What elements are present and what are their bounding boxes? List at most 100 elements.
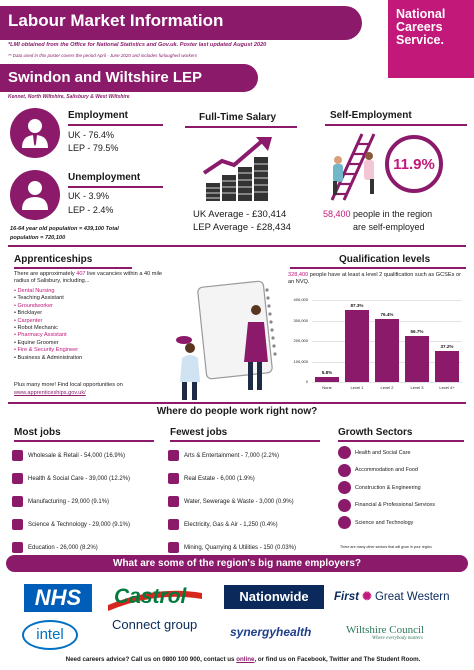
apprenticeship-item: • Carpenter (14, 317, 43, 324)
chart-value-label: 5.8% (321, 370, 333, 376)
most-jobs-item: Science & Technology - 29,000 (9.1%) (12, 513, 162, 536)
growth-sector-item-icon (338, 498, 351, 512)
fewest-jobs-item-label: Water, Sewerage & Waste - 3,000 (0.9%) (184, 498, 294, 505)
fewest-jobs-item: Electricity, Gas & Air - 1,250 (0.4%) (168, 513, 328, 536)
chart-bar (374, 319, 400, 382)
chart-bar (314, 377, 340, 382)
most-jobs-item-icon (12, 542, 23, 553)
footer-prefix: Need careers advice? Call us on 0800 100… (65, 656, 235, 663)
unemployment-icon (10, 170, 60, 220)
fewest-jobs-item-icon (168, 473, 179, 484)
population-line1: 16-64 year old population = 439,100 Tota… (10, 226, 119, 232)
growth-sector-item: Science and Technology (338, 514, 468, 532)
gwr-text: Great Western (374, 591, 450, 603)
region-title: Swindon and Wiltshire LEP (8, 69, 203, 86)
growth-sector-item-label: Construction & Engineering (355, 484, 421, 491)
fewest-jobs-item-icon (168, 519, 179, 530)
coins-growth-icon (200, 135, 280, 203)
employers-banner (6, 555, 468, 572)
page-title: Labour Market Information (8, 11, 224, 30)
growth-sector-item-icon (338, 446, 351, 460)
qualifications-rule (290, 267, 466, 269)
most-jobs-item-icon (12, 519, 23, 530)
growth-sector-item-icon (338, 516, 351, 530)
growth-sector-item-label: Financial & Professional Services (355, 502, 435, 509)
qualification-chart: 0 100,000 200,000 300,000 400,000 5.8% None 87.… (286, 296, 466, 398)
apprenticeships-link[interactable]: www.apprenticeships.gov.uk/ (14, 390, 86, 396)
gwr-logo[interactable]: First ✺ Great Western (334, 589, 464, 607)
synergy-health-logo[interactable]: synergyhealth (230, 625, 320, 647)
synergy-health-text: synergyhealth (230, 625, 312, 639)
qualifications-text2: GCSEs or an NVQ. (288, 272, 461, 286)
growth-sector-item-label: Health and Social Care (355, 449, 411, 456)
most-jobs-list: Wholesale & Retail - 54,000 (16.9%) Healt… (12, 444, 162, 559)
region-subtitle: Kennet, North Wiltshire, Salisbury & Wes… (8, 94, 130, 100)
growth-list: Health and Social Care Accommodation and … (338, 444, 468, 532)
apprenticeship-item: • Bricklayer (14, 310, 43, 317)
source-note: *LMI obtained from the Office for Nation… (8, 42, 267, 48)
fewest-jobs-item: Mining, Quarrying & Utilities - 150 (0.0… (168, 536, 328, 559)
fewest-jobs-item-icon (168, 542, 179, 553)
nationwide-logo[interactable]: Nationwide (224, 585, 324, 609)
chart-bar (404, 335, 430, 382)
chart-value-label: 76.4% (380, 312, 394, 318)
apprenticeship-list: • Dental Nursing • Teaching Assistant • Gr… (14, 288, 82, 362)
wiltshire-council-logo[interactable]: Wiltshire Council Where everybody matter… (346, 624, 464, 648)
chart-value-label: 37.2% (440, 344, 454, 350)
connect-group-logo[interactable]: Connect group (112, 618, 202, 652)
region-banner (0, 64, 258, 92)
self-employment-text2: are self-employed (353, 222, 425, 232)
unemployment-uk: UK - 3.9% (68, 191, 110, 201)
growth-sector-item-label: Science and Technology (355, 519, 414, 526)
intro-a: There are approximately (14, 271, 75, 277)
self-employment-heading: Self-Employment (330, 110, 412, 121)
chart-y-tick: 400,000 (293, 297, 308, 302)
chart-y-tick: 0 (305, 379, 308, 384)
fewest-jobs-item-icon (168, 450, 179, 461)
ncs-logo[interactable] (388, 0, 474, 78)
self-employment-percent: 11.9% (393, 156, 435, 173)
most-jobs-item-label: Science & Technology - 29,000 (9.1%) (28, 521, 130, 528)
most-jobs-item-icon (12, 450, 23, 461)
apprenticeship-item: • Groundworker (14, 302, 53, 309)
self-employment-text1: people in the region (353, 209, 433, 219)
chart-y-tick: 300,000 (293, 317, 308, 323)
castrol-logo-text: Castrol (114, 585, 187, 608)
salary-uk: UK Average - £30,414 (193, 209, 287, 220)
footer: Need careers advice? Call us on 0800 100… (20, 656, 466, 663)
most-jobs-item-label: Manufacturing - 29,000 (9.1%) (28, 498, 110, 505)
intro-b: live vacancies within a (87, 271, 143, 277)
unemployment-lep: LEP - 2.4% (68, 205, 114, 215)
apprenticeship-item: • Teaching Assistant (14, 295, 64, 302)
most-jobs-item-label: Education - 26,000 (8.2%) (28, 544, 98, 551)
growth-sector-item-icon (338, 481, 351, 495)
employment-heading: Employment (68, 110, 129, 121)
employment-uk: UK - 76.4% (68, 130, 115, 140)
chart-gridline (312, 300, 462, 301)
employment-icon (10, 108, 60, 158)
chart-value-label: 87.3% (350, 303, 364, 309)
apprenticeship-item: • Robot Mechanic (14, 325, 58, 332)
apprenticeship-item: • Fire & Security Engineer (14, 347, 79, 354)
intel-logo[interactable]: intel (22, 620, 78, 650)
period-note: ** Data used in this poster covers the p… (8, 53, 197, 58)
wiltshire-council-tagline: Where everybody matters (372, 636, 423, 641)
footer-online-link[interactable]: online (236, 656, 255, 663)
divider-2 (8, 402, 466, 404)
qualifications-heading: Qualification levels (339, 254, 431, 265)
chart-value-label: 56.7% (410, 328, 424, 334)
apprenticeships-intro: There are approximately 407 live vacanci… (14, 271, 164, 286)
growth-note: There are many other sectors that will g… (340, 545, 432, 549)
salary-heading: Full-Time Salary (199, 112, 277, 123)
most-jobs-item-icon (12, 496, 23, 507)
castrol-logo[interactable]: Castrol (106, 583, 204, 613)
gwr-first-text: First (334, 591, 359, 603)
nhs-logo[interactable]: NHS (24, 584, 92, 612)
apprenticeship-item: • Business & Administration (14, 354, 83, 361)
most-jobs-item: Education - 26,000 (8.2%) (12, 536, 162, 559)
fewest-jobs-item: Real Estate - 6,000 (1.9%) (168, 467, 328, 490)
header-banner (0, 6, 362, 40)
apprenticeship-item: • Dental Nursing (14, 288, 55, 294)
growth-sector-item: Accommodation and Food (338, 462, 468, 480)
salary-rule (185, 126, 297, 128)
